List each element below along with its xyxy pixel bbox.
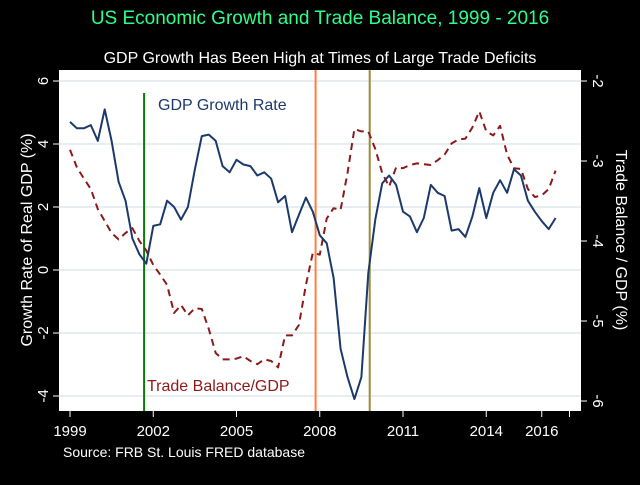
x-tick-label: 2014 <box>470 423 503 440</box>
x-tick-label: 2016 <box>525 423 558 440</box>
series-group <box>69 108 557 401</box>
y-left-tick-label: 0 <box>35 266 52 274</box>
y-right-tick-label: -2 <box>589 74 606 87</box>
x-tick-label: 2011 <box>387 423 419 440</box>
x-tick-label: 2002 <box>137 423 170 440</box>
x-tick-label: 1999 <box>53 423 86 440</box>
y-axis-right-label: Trade Balance / GDP (%) <box>612 150 629 331</box>
y-left-tick-label: 6 <box>35 77 52 85</box>
y-left-tick-label: -4 <box>35 389 52 402</box>
series-line-trade-balance <box>69 110 557 369</box>
series-line-gdp-growth <box>69 108 557 401</box>
series-label-gdp: GDP Growth Rate <box>158 97 287 114</box>
y-right-tick-label: -4 <box>589 234 606 247</box>
chart-title: US Economic Growth and Trade Balance, 19… <box>91 8 549 29</box>
y-right-tick-label: -3 <box>589 154 606 167</box>
y-left-tick-label: -2 <box>35 326 52 339</box>
source-note: Source: FRB St. Louis FRED database <box>63 444 305 460</box>
y-axis-left-label: Growth Rate of Real GDP (%) <box>19 133 36 346</box>
series-label-trade: Trade Balance/GDP <box>147 378 290 395</box>
y-right-tick-label: -5 <box>589 314 606 327</box>
x-tick-label: 2008 <box>303 423 336 440</box>
vertical-lines <box>143 70 371 411</box>
plot-area <box>59 70 581 411</box>
y-right-tick-label: -6 <box>589 394 606 407</box>
chart-subtitle: GDP Growth Has Been High at Times of Lar… <box>104 50 537 67</box>
y-left-tick-label: 4 <box>35 140 52 148</box>
axes: -4 -2 0 2 4 6 -6 -5 -4 -3 -2 1999 2002 2005 2008 2011 20… <box>35 74 606 440</box>
grid <box>59 80 581 397</box>
y-left-tick-label: 2 <box>35 203 52 211</box>
x-tick-label: 2005 <box>220 423 253 440</box>
